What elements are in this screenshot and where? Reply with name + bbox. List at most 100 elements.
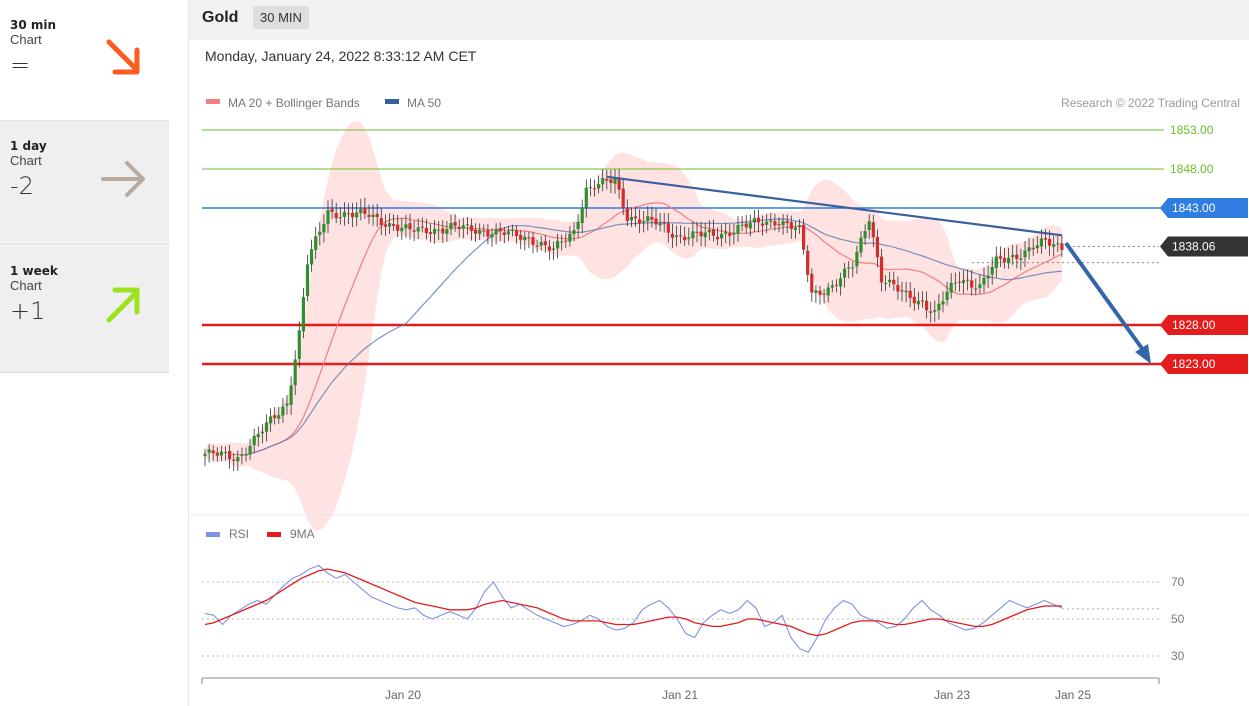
candle — [674, 225, 679, 247]
candle-body — [765, 221, 769, 225]
candle-body — [847, 267, 851, 269]
candle-body — [556, 240, 560, 249]
candle — [642, 210, 646, 233]
candle-body — [383, 224, 387, 227]
candle — [797, 219, 802, 234]
candle — [375, 203, 379, 227]
candle — [847, 261, 851, 279]
legend-ma20: MA 20 + Bollinger Bands — [228, 96, 360, 110]
candle-body — [875, 236, 879, 258]
candle-body — [966, 279, 970, 281]
candle-body — [1031, 247, 1035, 250]
candle-body — [929, 311, 933, 313]
candle-body — [367, 214, 371, 218]
candle — [912, 287, 916, 311]
candle — [974, 278, 978, 296]
candle-body — [986, 275, 990, 279]
candle-body — [978, 284, 982, 289]
candle — [933, 300, 937, 322]
candle — [773, 213, 777, 231]
candle-body — [502, 232, 506, 235]
candle-body — [953, 282, 957, 284]
arrow-up-right-icon — [106, 287, 140, 323]
candle — [289, 376, 293, 415]
card-score: = — [10, 51, 31, 79]
card-period: 30 min — [10, 18, 57, 32]
ma50-line — [245, 218, 1062, 456]
candle-body — [580, 207, 584, 224]
candle — [314, 226, 318, 259]
candle — [1011, 245, 1015, 265]
timeframe-button[interactable]: 30 MIN — [253, 6, 309, 29]
card-30min[interactable]: 30 min Chart = — [0, 0, 169, 121]
candle-body — [482, 230, 486, 232]
candle-body — [564, 240, 568, 242]
candle — [793, 221, 797, 239]
candle — [506, 226, 510, 241]
candle-body — [387, 223, 392, 227]
candle — [207, 444, 211, 463]
chart-datetime: Monday, January 24, 2022 8:33:12 AM CET — [205, 48, 477, 64]
candle-body — [945, 291, 949, 300]
candle — [269, 408, 273, 432]
candle-body — [355, 212, 359, 218]
level-tag-text: 1828.00 — [1172, 318, 1216, 332]
candle-body — [728, 233, 732, 236]
candle-body — [297, 330, 301, 359]
price-chart[interactable]: MA 20 + Bollinger Bands MA 50 Research ©… — [189, 0, 1249, 706]
candle-body — [392, 224, 396, 226]
rsi-tick-50: 50 — [1171, 612, 1185, 626]
candle-body — [1023, 250, 1027, 258]
candle-body — [674, 235, 679, 238]
candle — [494, 223, 498, 245]
candle — [597, 175, 601, 194]
candle — [867, 214, 871, 239]
legend-swatch-ma20 — [206, 99, 220, 104]
candle-body — [838, 278, 843, 287]
arrow-right-icon — [101, 161, 145, 197]
candle — [277, 406, 281, 424]
candle — [428, 223, 433, 243]
candle-body — [260, 431, 264, 434]
candle-body — [1035, 245, 1039, 249]
candle — [219, 446, 223, 462]
candle-body — [543, 241, 547, 246]
candle-body — [314, 236, 318, 250]
candle — [584, 179, 588, 218]
candle — [970, 270, 974, 296]
candle — [359, 198, 363, 221]
candle — [834, 279, 838, 293]
x-tick-label: Jan 21 — [662, 688, 698, 702]
level-tag-text: 1843.00 — [1172, 201, 1216, 215]
card-1day[interactable]: 1 day Chart -2 — [0, 121, 169, 245]
candle — [539, 235, 543, 251]
candle — [810, 268, 814, 302]
candle — [814, 284, 818, 303]
candle — [724, 222, 728, 244]
candle-body — [720, 233, 724, 239]
candle-body — [871, 222, 875, 238]
candle — [236, 450, 240, 471]
candle — [535, 239, 539, 253]
candle — [310, 239, 314, 272]
candle — [646, 206, 650, 231]
candle-body — [937, 303, 941, 311]
candle — [830, 280, 834, 293]
legend-swatch-rsi — [206, 532, 220, 537]
candle-body — [916, 300, 920, 305]
candle — [1002, 247, 1007, 269]
candle — [1023, 241, 1027, 268]
candle-body — [420, 226, 424, 228]
candle — [822, 288, 826, 304]
candle — [490, 228, 494, 247]
candle — [875, 229, 879, 268]
candle-body — [814, 290, 818, 293]
candle-body — [642, 220, 646, 223]
candle-body — [572, 230, 576, 235]
candle — [929, 301, 933, 323]
candle — [256, 426, 260, 447]
candle-body — [215, 452, 219, 456]
card-1week[interactable]: 1 week Chart +1 — [0, 246, 169, 373]
candle — [465, 217, 469, 235]
candle-body — [1060, 243, 1064, 251]
